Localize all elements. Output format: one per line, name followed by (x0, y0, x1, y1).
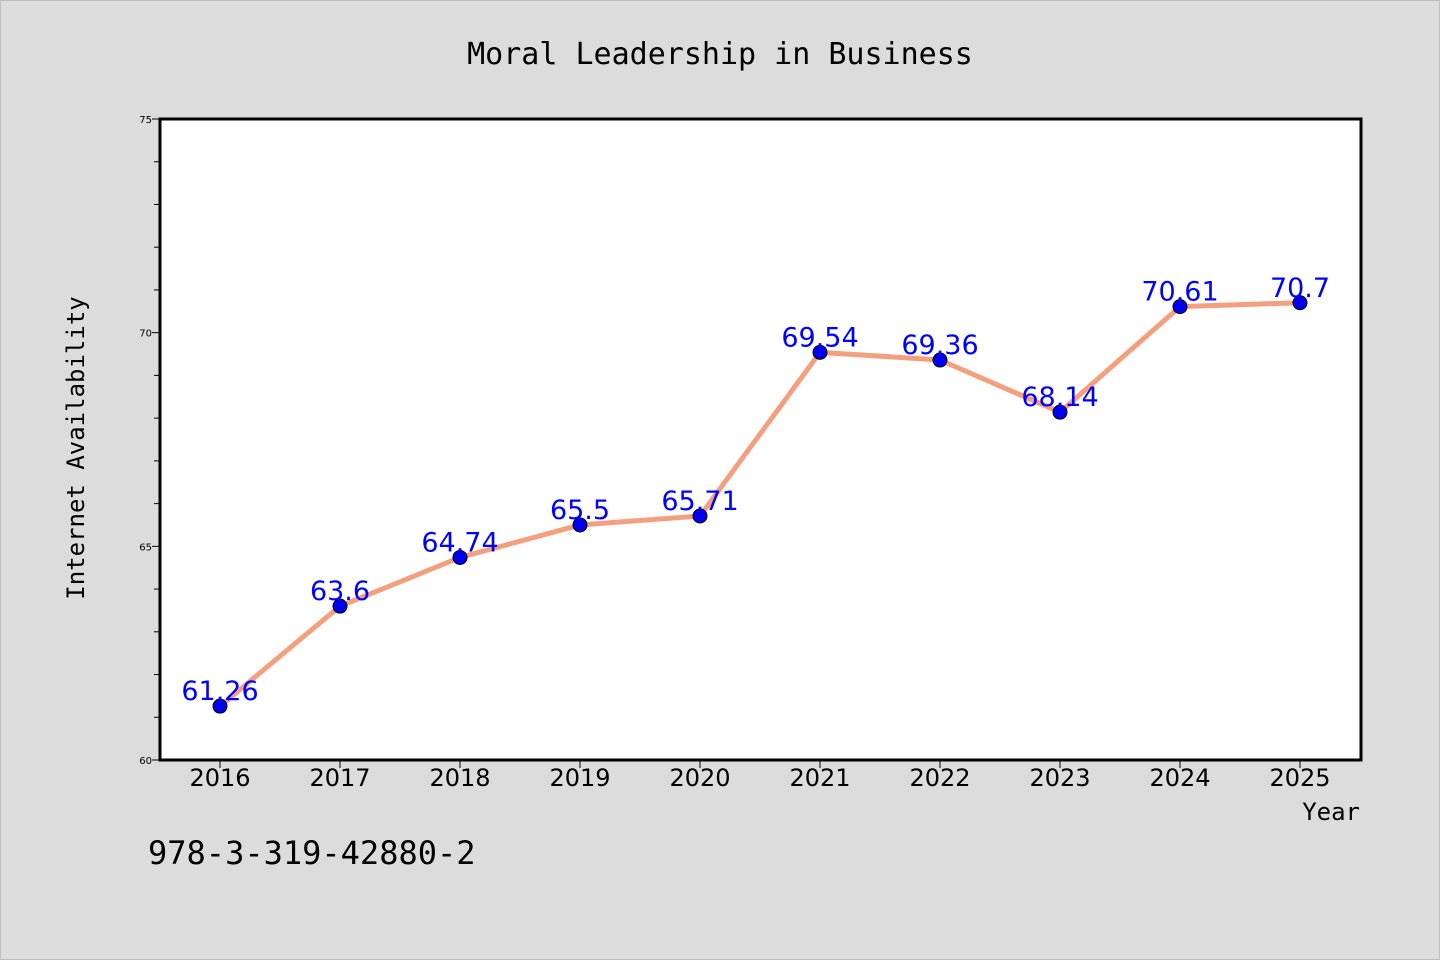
data-label: 68.14 (1021, 382, 1098, 413)
x-tick-label: 2024 (1149, 764, 1210, 792)
chart-title: Moral Leadership in Business (467, 37, 973, 72)
data-label: 64.74 (421, 527, 498, 558)
data-label: 61.26 (181, 676, 258, 707)
data-labels: 61.26 63.6 64.74 65.5 65.71 69.54 69.36 68.14 70… (181, 273, 1330, 707)
x-tick-label: 2025 (1269, 764, 1330, 792)
data-label: 70.7 (1270, 273, 1330, 304)
y-axis: 60 65 70 75 (139, 115, 160, 767)
data-point-2016 (212, 698, 228, 714)
data-label: 70.61 (1141, 277, 1218, 308)
data-point-2025 (1292, 295, 1308, 311)
y-axis-label: Internet Availability (62, 296, 90, 599)
data-point-2021 (812, 344, 828, 360)
data-label: 69.54 (781, 322, 858, 353)
data-point-2024 (1172, 299, 1188, 315)
x-tick-label: 2021 (789, 764, 850, 792)
plot-area (158, 117, 1363, 762)
x-tick-label: 2016 (189, 764, 250, 792)
data-label: 69.36 (901, 330, 978, 361)
data-point-2018 (452, 549, 468, 565)
data-point-2020 (692, 508, 708, 524)
x-axis-label: Year (1302, 798, 1360, 826)
y-tick-label: 75 (139, 115, 152, 126)
series-line (217, 300, 1303, 709)
y-tick-label: 70 (139, 329, 152, 340)
x-tick-label: 2023 (1029, 764, 1090, 792)
data-point-2022 (932, 352, 948, 368)
data-point-2023 (1052, 404, 1068, 420)
data-point-2019 (572, 517, 588, 533)
x-tick-label: 2017 (309, 764, 370, 792)
data-label: 65.5 (550, 495, 610, 526)
data-point-2017 (332, 598, 348, 614)
x-tick-label: 2022 (909, 764, 970, 792)
data-label: 63.6 (310, 576, 370, 607)
x-tick-label: 2018 (429, 764, 490, 792)
data-label: 65.71 (661, 486, 738, 517)
y-tick-label: 65 (139, 542, 152, 553)
y-tick-label: 60 (139, 756, 152, 767)
x-axis: 2016 2017 2018 2019 2020 2021 2022 2023 2024 2025 (189, 760, 1331, 792)
footnote: 978-3-319-42880-2 (148, 834, 476, 872)
x-tick-label: 2019 (549, 764, 610, 792)
series-markers (212, 295, 1308, 714)
x-tick-label: 2020 (669, 764, 730, 792)
